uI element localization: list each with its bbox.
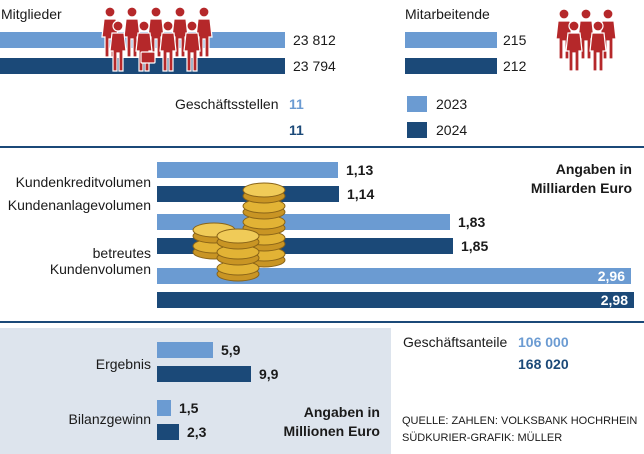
members-value-2024: 23 794 bbox=[293, 58, 336, 74]
employees-value-2024: 212 bbox=[503, 58, 527, 74]
branches-value-2024: 11 bbox=[289, 122, 304, 138]
source-line1: QUELLE: ZAHLEN: VOLKSBANK HOCHRHEIN bbox=[402, 415, 638, 427]
bar-result-0-2023 bbox=[157, 342, 213, 358]
result-label-earnings: Ergebnis bbox=[95, 356, 151, 372]
bar-result-1-2023 bbox=[157, 400, 171, 416]
branches-value-2023: 11 bbox=[289, 96, 304, 112]
value-label-volume-0-2024: 1,14 bbox=[347, 186, 375, 202]
volume-label-managed-2: Kundenvolumen bbox=[49, 261, 151, 277]
volume-note-line1: Angaben in bbox=[555, 161, 632, 177]
source-line2: SÜDKURIER-GRAFIK: MÜLLER bbox=[402, 432, 563, 444]
divider-top bbox=[0, 146, 644, 148]
results-note-line2: Millionen Euro bbox=[283, 423, 380, 439]
bar-volume-0-2023 bbox=[157, 162, 338, 178]
employees-value-2023: 215 bbox=[503, 32, 527, 48]
branches-label: Geschäftsstellen bbox=[175, 96, 279, 112]
bar-employees-2024 bbox=[405, 58, 497, 74]
value-label-result-0-2024: 9,9 bbox=[259, 366, 279, 382]
value-label-result-0-2023: 5,9 bbox=[221, 342, 241, 358]
value-label-volume-2-2023: 2,96 bbox=[597, 268, 625, 284]
value-label-volume-1-2024: 1,85 bbox=[461, 238, 489, 254]
value-label-result-1-2023: 1,5 bbox=[179, 400, 199, 416]
bar-result-0-2024 bbox=[157, 366, 251, 382]
volume-label-managed-1: betreutes bbox=[92, 245, 151, 261]
divider-middle bbox=[0, 321, 644, 323]
shares-value-2023: 106 000 bbox=[518, 334, 569, 350]
members-label: Mitglieder bbox=[1, 6, 62, 22]
bar-volume-2-2024 bbox=[157, 292, 634, 308]
results-note-line1: Angaben in bbox=[303, 404, 380, 420]
legend-swatch-2023 bbox=[407, 96, 427, 112]
volume-note-line2: Milliarden Euro bbox=[530, 180, 632, 196]
value-label-volume-0-2023: 1,13 bbox=[346, 162, 374, 178]
people-group-icon bbox=[556, 8, 617, 72]
shares-value-2024: 168 020 bbox=[518, 356, 569, 372]
legend-swatch-2024 bbox=[407, 122, 427, 138]
shares-label: Geschäftsanteile bbox=[403, 334, 508, 350]
employees-label: Mitarbeitende bbox=[405, 6, 490, 22]
members-value-2023: 23 812 bbox=[293, 32, 336, 48]
value-label-volume-2-2024: 2,98 bbox=[600, 292, 628, 308]
volume-label-credit: Kundenkreditvolumen bbox=[15, 174, 151, 190]
value-label-result-1-2024: 2,3 bbox=[187, 424, 207, 440]
value-label-volume-1-2023: 1,83 bbox=[458, 214, 486, 230]
legend-label-2024: 2024 bbox=[436, 122, 468, 138]
coin-stack-icon bbox=[192, 182, 286, 282]
bar-result-1-2024 bbox=[157, 424, 179, 440]
volume-label-investment: Kundenanlagevolumen bbox=[7, 197, 151, 213]
legend-label-2023: 2023 bbox=[436, 96, 468, 112]
bar-volume-2-2023 bbox=[157, 268, 631, 284]
people-group-icon bbox=[101, 6, 213, 72]
bar-employees-2023 bbox=[405, 32, 497, 48]
result-label-profit: Bilanzgewinn bbox=[68, 411, 152, 427]
